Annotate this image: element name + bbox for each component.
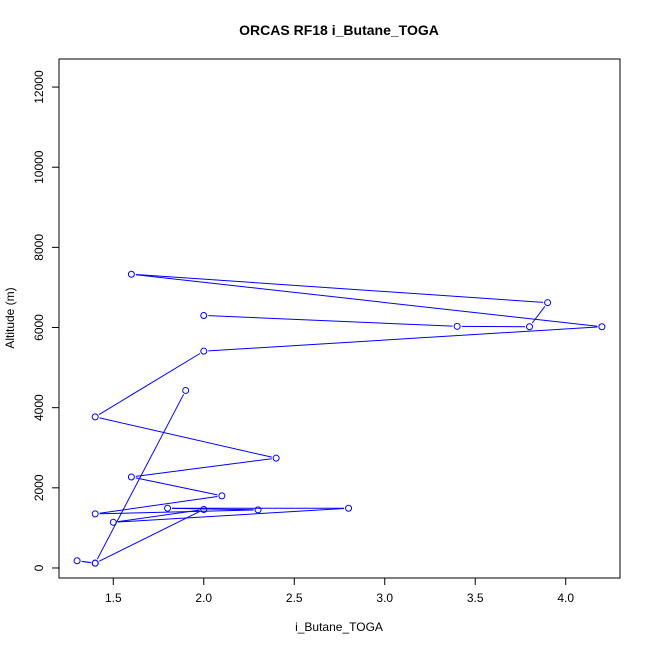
- data-point: [272, 454, 280, 462]
- x-tick-label: 2.5: [286, 591, 303, 605]
- data-point: [200, 505, 208, 513]
- data-point: [200, 347, 208, 355]
- series-segment: [531, 305, 546, 324]
- y-axis: 0 2000 4000 6000 8000 10000 12000: [32, 70, 60, 571]
- y-tick-label: 0: [32, 564, 46, 571]
- x-tick-label: 3.0: [376, 591, 393, 605]
- data-point: [254, 506, 262, 514]
- y-tick-label: 4000: [32, 394, 46, 421]
- series-segment: [208, 326, 598, 352]
- data-point: [544, 299, 552, 307]
- y-tick-label: 10000: [32, 150, 46, 184]
- data-point: [91, 510, 99, 518]
- x-tick-label: 4.0: [557, 591, 574, 605]
- y-axis-label: Altitude (m): [3, 287, 17, 348]
- series-segment: [135, 458, 272, 477]
- data-point: [91, 559, 99, 567]
- data-point: [526, 323, 534, 331]
- series-segment: [135, 274, 598, 327]
- x-tick-label: 3.5: [467, 591, 484, 605]
- data-point: [453, 322, 461, 330]
- series-segment: [172, 507, 254, 511]
- x-axis-label: i_Butane_TOGA: [295, 620, 383, 634]
- data-point: [73, 557, 81, 565]
- data-point: [109, 518, 117, 526]
- series-segment: [208, 315, 453, 327]
- data-point: [345, 504, 353, 512]
- y-tick-label: 8000: [32, 234, 46, 261]
- y-tick-label: 12000: [32, 70, 46, 104]
- data-point: [598, 323, 606, 331]
- chart-title: ORCAS RF18 i_Butane_TOGA: [239, 22, 439, 38]
- series-segment: [99, 417, 272, 458]
- data-point: [218, 492, 226, 500]
- y-tick-label: 6000: [32, 314, 46, 341]
- x-axis: 1.5 2.0 2.5 3.0 3.5 4.0: [105, 577, 574, 605]
- data-point: [127, 473, 135, 481]
- x-tick-label: 1.5: [105, 591, 122, 605]
- data-point: [200, 311, 208, 319]
- series-segment: [99, 495, 218, 514]
- series-segment: [99, 511, 200, 562]
- data-point: [164, 504, 172, 512]
- series-segment: [81, 560, 91, 564]
- series-segment: [135, 477, 218, 496]
- series-layer: [73, 270, 606, 567]
- data-point: [182, 386, 190, 394]
- data-point: [91, 413, 99, 421]
- series-segment: [99, 509, 254, 515]
- data-point: [127, 270, 135, 278]
- x-tick-label: 2.0: [195, 591, 212, 605]
- series-segment: [135, 274, 544, 303]
- series-segment: [98, 353, 201, 415]
- series-segment: [117, 508, 345, 523]
- y-tick-label: 2000: [32, 474, 46, 501]
- series-segment: [96, 394, 185, 560]
